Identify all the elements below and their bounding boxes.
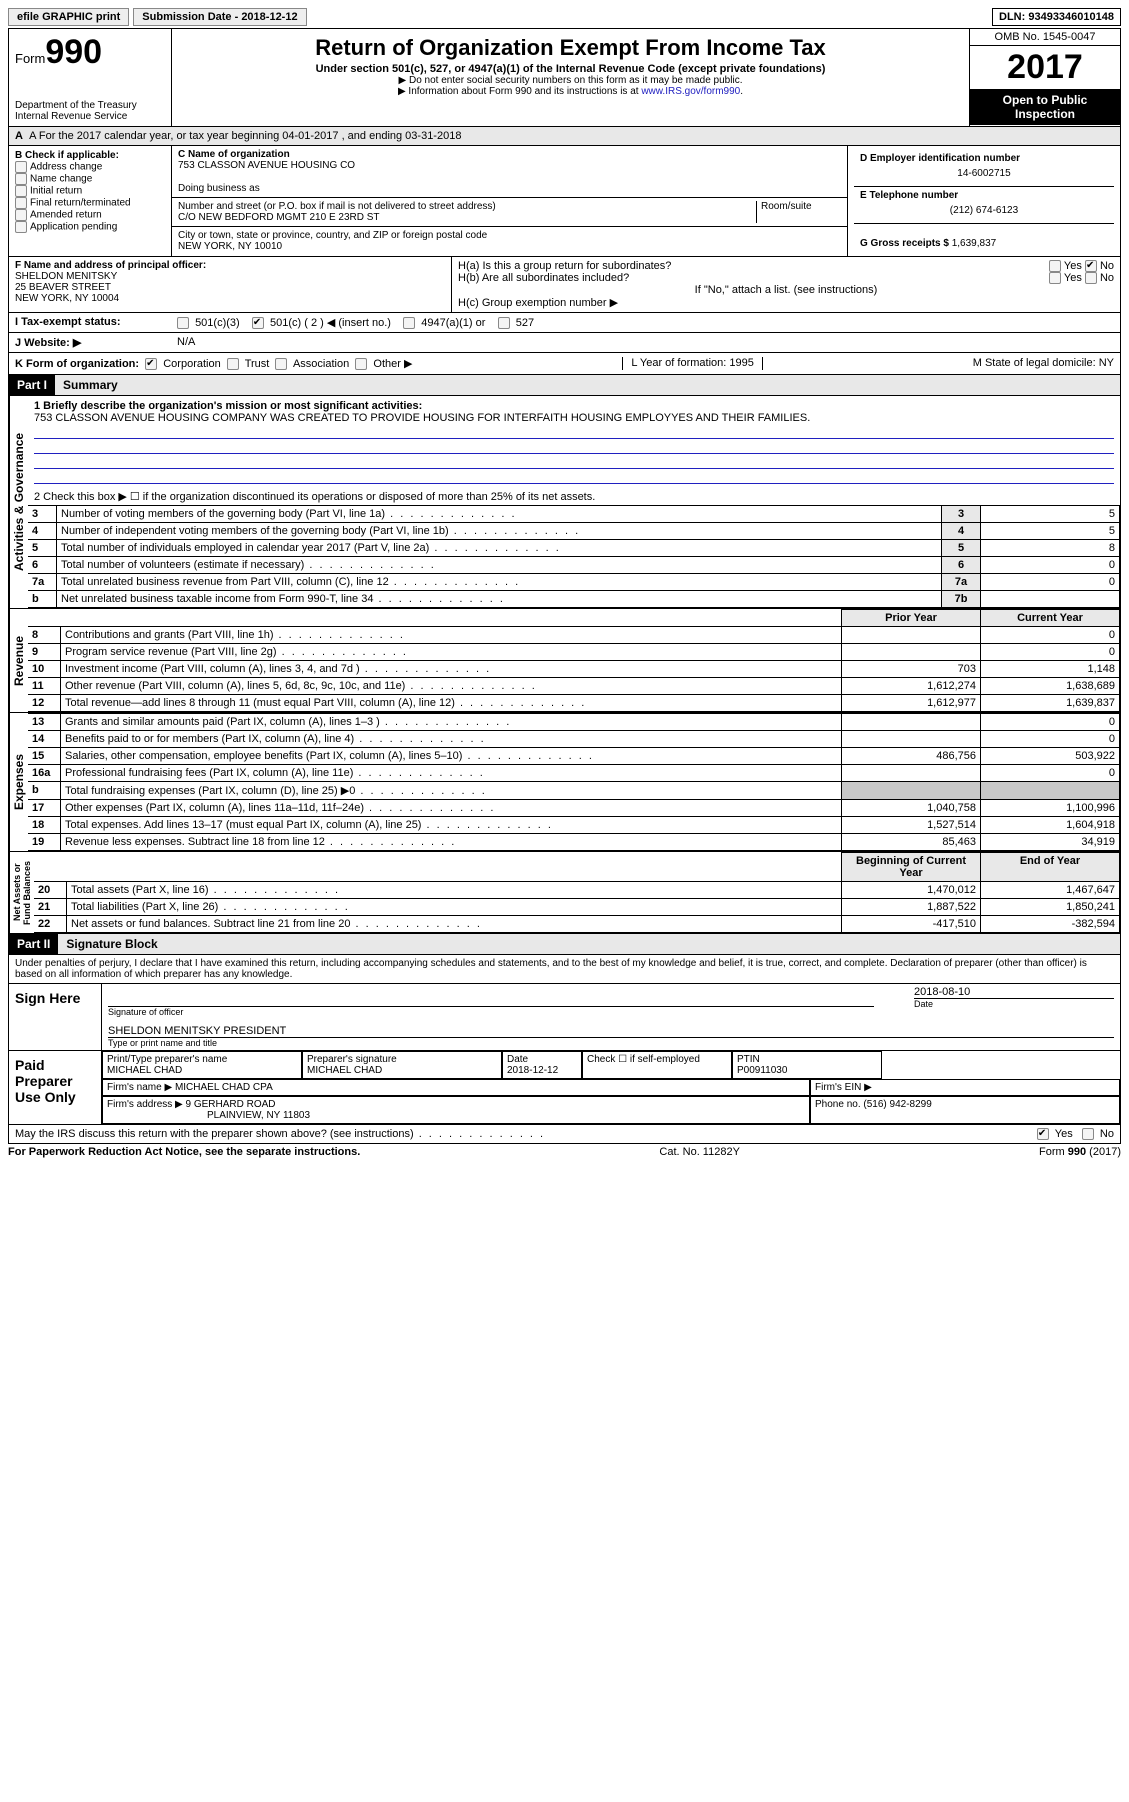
paid-preparer: Paid Preparer Use Only	[9, 1051, 102, 1124]
part1-hdr: Part I	[9, 375, 55, 395]
form-id-box: Form990 Department of the Treasury Inter…	[9, 29, 172, 126]
penalty-text: Under penalties of perjury, I declare th…	[8, 955, 1121, 984]
line2: 2 Check this box ▶ ☐ if the organization…	[28, 488, 1120, 505]
form-title: Return of Organization Exempt From Incom…	[180, 35, 961, 61]
year-box: OMB No. 1545-0047 2017 Open to Public In…	[969, 29, 1120, 126]
vlabel-revenue: Revenue	[9, 609, 28, 712]
irs-link[interactable]: www.IRS.gov/form990	[641, 86, 740, 97]
part2-hdr: Part II	[9, 934, 58, 954]
submission-btn[interactable]: Submission Date - 2018-12-12	[133, 8, 306, 26]
efile-btn[interactable]: efile GRAPHIC print	[8, 8, 129, 26]
form-title-box: Return of Organization Exempt From Incom…	[172, 29, 969, 126]
box-f: F Name and address of principal officer:…	[9, 257, 452, 312]
row-j: J Website: ▶N/A	[9, 332, 1120, 352]
sign-body: Signature of officer 2018-08-10 Date SHE…	[102, 984, 1120, 1050]
discuss-row: May the IRS discuss this return with the…	[8, 1125, 1121, 1144]
expenses-table: 13Grants and similar amounts paid (Part …	[28, 713, 1120, 851]
preparer-grid: Print/Type preparer's nameMICHAEL CHAD P…	[102, 1051, 1120, 1124]
mission: 1 Briefly describe the organization's mi…	[28, 396, 1120, 488]
footer: For Paperwork Reduction Act Notice, see …	[8, 1144, 1121, 1158]
vlabel-activities: Activities & Governance	[9, 396, 28, 608]
revenue-table: Prior YearCurrent Year8Contributions and…	[28, 609, 1120, 712]
row-i: I Tax-exempt status: 501(c)(3) 501(c) ( …	[9, 312, 1120, 332]
governance-table: 3Number of voting members of the governi…	[28, 505, 1120, 608]
vlabel-expenses: Expenses	[9, 713, 28, 851]
col-b: B Check if applicable: Address change Na…	[9, 146, 172, 256]
box-h: H(a) Is this a group return for subordin…	[452, 257, 1120, 312]
sign-here: Sign Here	[9, 984, 102, 1050]
col-d: D Employer identification number14-60027…	[847, 146, 1120, 256]
col-c: C Name of organization 753 CLASSON AVENU…	[172, 146, 847, 256]
netassets-table: Beginning of Current YearEnd of Year20To…	[34, 852, 1120, 933]
row-a: A A For the 2017 calendar year, or tax y…	[9, 127, 1120, 146]
row-k: K Form of organization: Corporation Trus…	[9, 352, 1120, 374]
dln: DLN: 93493346010148	[992, 8, 1121, 26]
vlabel-netassets: Net Assets orFund Balances	[9, 852, 34, 933]
